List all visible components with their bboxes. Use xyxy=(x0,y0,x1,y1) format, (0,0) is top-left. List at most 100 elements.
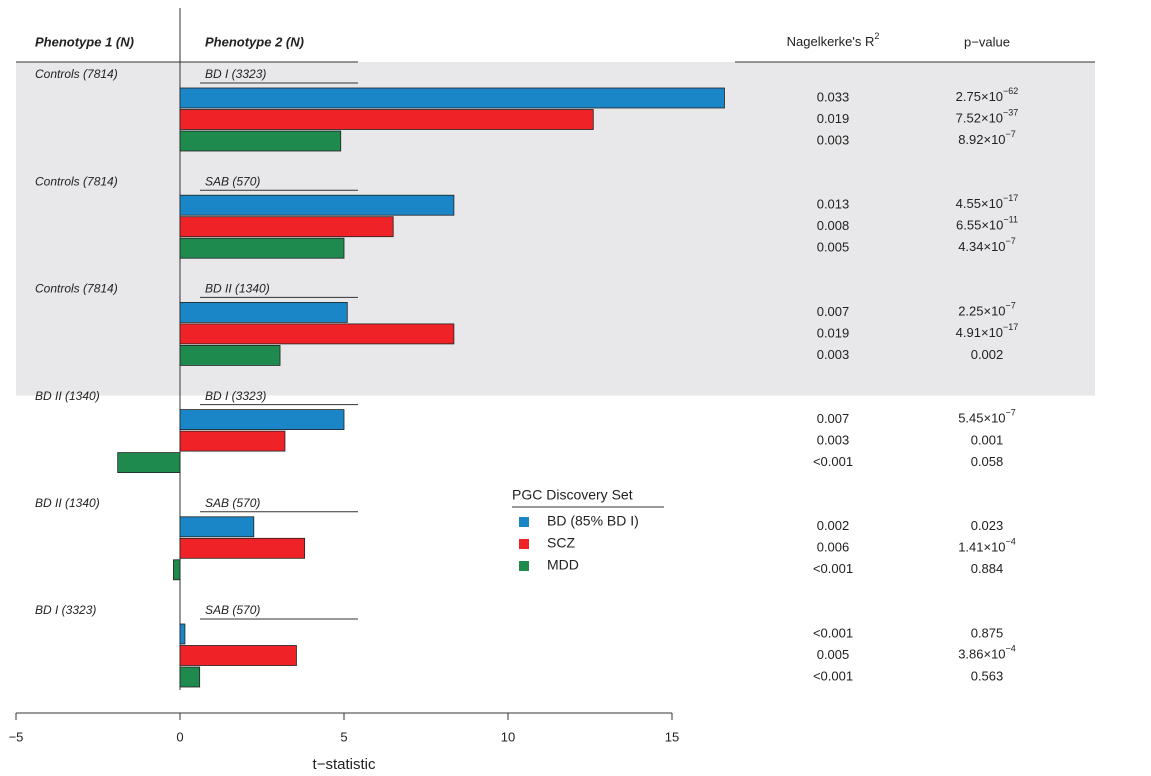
phenotype1-label: Controls (7814) xyxy=(35,282,118,296)
r2-value: 0.007 xyxy=(817,411,850,426)
r2-value: 0.002 xyxy=(817,518,850,533)
p-value-base: 8.92×10 xyxy=(958,132,1005,147)
p-value-base: 4.55×10 xyxy=(956,197,1003,212)
p-value: 4.34×10−7 xyxy=(958,237,1016,255)
p-value: 8.92×10−7 xyxy=(958,129,1016,147)
header-r2-sup: 2 xyxy=(874,31,879,41)
p-value-exp: −7 xyxy=(1006,237,1016,247)
p-value: 4.55×10−17 xyxy=(956,194,1019,212)
bar xyxy=(179,645,297,666)
x-tick-label: 15 xyxy=(665,729,679,744)
bar xyxy=(179,537,306,559)
header-p: p−value xyxy=(964,34,1010,49)
p-value-base: 2.75×10 xyxy=(956,89,1003,104)
p-value-exp: −17 xyxy=(1003,194,1018,204)
p-value: 0.002 xyxy=(971,347,1004,362)
r2-value: 0.003 xyxy=(817,347,850,362)
p-value: 5.45×10−7 xyxy=(958,408,1016,426)
phenotype1-label: BD I (3323) xyxy=(35,603,96,617)
phenotype2-label: SAB (570) xyxy=(205,174,260,188)
x-tick-label: 5 xyxy=(340,729,347,744)
p-value-base: 4.91×10 xyxy=(956,325,1003,340)
p-value: 0.001 xyxy=(971,433,1004,448)
bar xyxy=(179,130,342,152)
p-value: 7.52×10−37 xyxy=(956,108,1019,126)
p-value-exp: −62 xyxy=(1003,86,1018,96)
header-phenotype1: Phenotype 1 (N) xyxy=(35,34,134,49)
bar xyxy=(179,430,286,452)
header-r2: Nagelkerke's R2 xyxy=(787,31,880,49)
r2-value: 0.006 xyxy=(817,540,850,555)
phenotype2-label: BD I (3323) xyxy=(205,67,266,81)
x-tick-label: 0 xyxy=(176,729,183,744)
p-value: 0.884 xyxy=(971,561,1004,576)
r2-value: 0.019 xyxy=(817,325,850,340)
p-value-exp: −4 xyxy=(1006,644,1016,654)
x-tick-label: −5 xyxy=(9,729,24,744)
p-value: 0.058 xyxy=(971,454,1004,469)
bar xyxy=(179,344,281,366)
legend-swatch xyxy=(519,561,529,571)
phenotype2-label: SAB (570) xyxy=(205,603,260,617)
p-value-exp: −7 xyxy=(1006,408,1016,418)
p-value: 0.023 xyxy=(971,518,1004,533)
r2-value: 0.003 xyxy=(817,132,850,147)
r2-value: 0.005 xyxy=(817,647,850,662)
p-value: 4.91×10−17 xyxy=(956,322,1019,340)
p-value-exp: −7 xyxy=(1006,129,1016,139)
r2-value: 0.005 xyxy=(817,240,850,255)
p-value-base: 4.34×10 xyxy=(958,240,1005,255)
phenotype2-label: BD I (3323) xyxy=(205,389,266,403)
legend-swatch xyxy=(519,517,529,527)
x-tick-label: 10 xyxy=(501,729,515,744)
bar xyxy=(179,666,201,688)
phenotype2-label: SAB (570) xyxy=(205,496,260,510)
r2-value: 0.007 xyxy=(817,304,850,319)
p-value: 0.875 xyxy=(971,625,1004,640)
bar xyxy=(179,109,594,130)
r2-value: <0.001 xyxy=(813,561,853,576)
p-value-base: 2.25×10 xyxy=(958,304,1005,319)
bar xyxy=(179,237,345,259)
bar xyxy=(117,452,181,474)
p-value: 1.41×10−4 xyxy=(958,537,1016,555)
p-value-exp: −4 xyxy=(1006,537,1016,547)
p-value-exp: −37 xyxy=(1003,108,1018,118)
p-value-exp: −7 xyxy=(1006,301,1016,311)
p-value-exp: −11 xyxy=(1003,215,1018,225)
p-value-base: 5.45×10 xyxy=(958,411,1005,426)
p-value: 2.25×10−7 xyxy=(958,301,1016,319)
legend-label: MDD xyxy=(547,557,579,573)
phenotype1-label: BD II (1340) xyxy=(35,389,100,403)
legend-title: PGC Discovery Set xyxy=(512,487,633,503)
r2-value: 0.013 xyxy=(817,197,850,212)
phenotype1-label: Controls (7814) xyxy=(35,174,118,188)
legend-label: SCZ xyxy=(547,535,575,551)
p-value: 3.86×10−4 xyxy=(958,644,1016,662)
header-r2-text: Nagelkerke's R xyxy=(787,34,875,49)
bar xyxy=(179,87,725,109)
bar xyxy=(179,516,255,538)
p-value: 2.75×10−62 xyxy=(956,86,1019,104)
bar xyxy=(179,216,394,238)
p-value-base: 3.86×10 xyxy=(958,647,1005,662)
bar xyxy=(179,194,455,216)
bar xyxy=(179,323,455,345)
p-value-exp: −17 xyxy=(1003,322,1018,332)
legend-swatch xyxy=(519,539,529,549)
phenotype1-label: Controls (7814) xyxy=(35,67,118,81)
p-value: 6.55×10−11 xyxy=(956,215,1018,233)
bar xyxy=(179,409,345,431)
r2-value: 0.019 xyxy=(817,111,850,126)
p-value-base: 6.55×10 xyxy=(956,218,1003,233)
r2-value: 0.003 xyxy=(817,433,850,448)
header-phenotype2: Phenotype 2 (N) xyxy=(205,34,304,49)
phenotype2-label: BD II (1340) xyxy=(205,282,270,296)
phenotype1-label: BD II (1340) xyxy=(35,496,100,510)
bar xyxy=(179,623,186,645)
p-value-base: 1.41×10 xyxy=(958,540,1005,555)
r2-value: <0.001 xyxy=(813,668,853,683)
legend-label: BD (85% BD I) xyxy=(547,513,639,529)
r2-value: <0.001 xyxy=(813,625,853,640)
